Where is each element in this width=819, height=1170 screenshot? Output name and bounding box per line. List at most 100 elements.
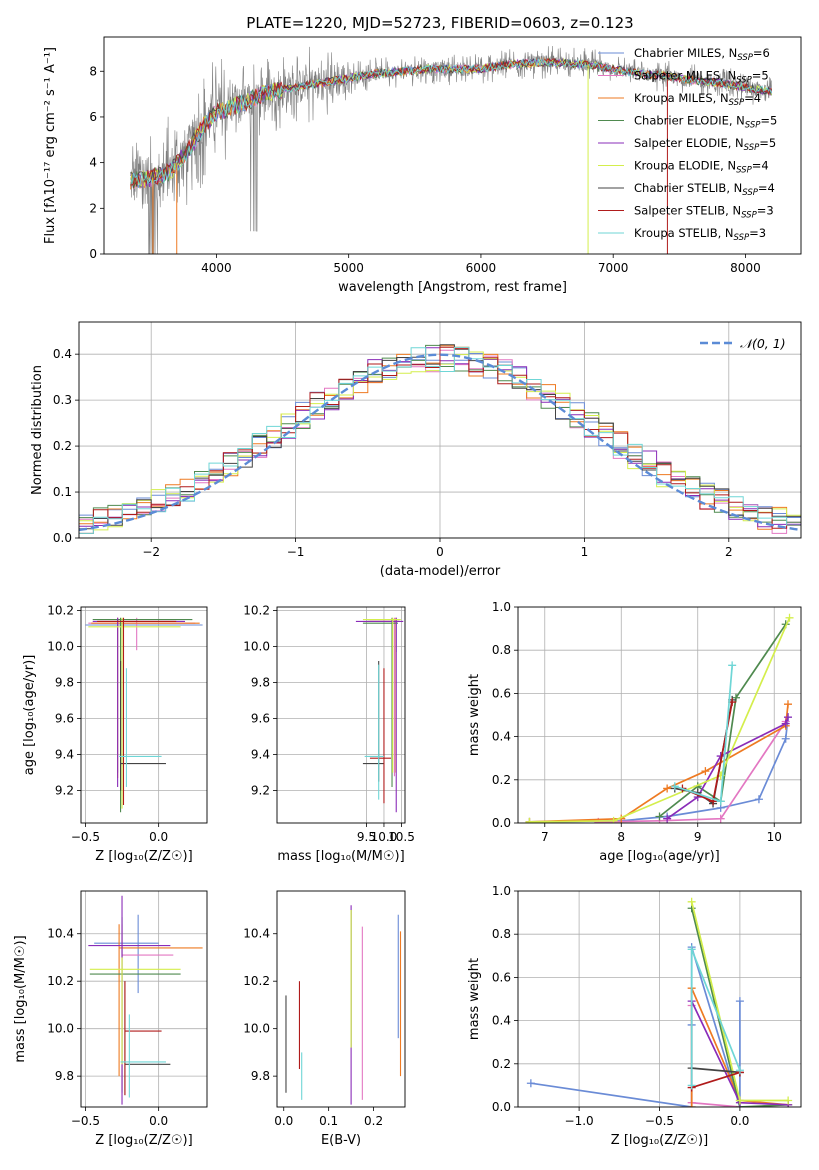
legend-label: Salpeter STELIB, NSSP=3 (634, 204, 774, 221)
y-tick-label: 0.0 (492, 816, 511, 830)
weight-marker-8 (670, 782, 679, 791)
weight-marker-2 (663, 784, 672, 793)
weight-marker-8 (735, 1066, 744, 1075)
x-tick-label: 9 (694, 830, 702, 844)
x-tick-label: 10.5 (388, 830, 415, 844)
residual-hist-7 (79, 346, 801, 534)
y-tick-label: 0.3 (53, 393, 72, 407)
plot-area-residuals (79, 322, 801, 538)
weight-marker-2 (783, 700, 792, 709)
weight-marker-8 (728, 661, 737, 670)
figure-title: PLATE=1220, MJD=52723, FIBERID=0603, z=0… (246, 14, 633, 32)
y-tick-label: 0.2 (53, 439, 72, 453)
panel-mass_vs_ebv: 0.0 0.1 0.2 9.8 10.0 10.2 10.4 E(B-V) (243, 890, 406, 1148)
legend-value: =6 (753, 46, 770, 60)
weight-marker-8 (687, 1081, 696, 1090)
plot-area-mass_vs_Z (81, 891, 207, 1107)
weight-marker-1 (716, 814, 725, 823)
weight-marker-0 (735, 997, 744, 1006)
legend-subscript: SSP (736, 166, 752, 176)
panel-weight_vs_age: 7 8 9 10 0.0 0.2 0.4 0.6 0.8 1.0 age [log₁₀(age/yr… (467, 600, 802, 864)
panel-mass_vs_Z: −0.5 0.0 9.8 10.0 10.2 10.4 Z [log₁₀(Z/Z☉)] mas… (13, 890, 208, 1148)
legend-value: =4 (758, 181, 775, 195)
y-tick-label: 10.0 (47, 1022, 74, 1036)
x-tick-label: 10.0 (371, 830, 398, 844)
legend-label: Chabrier MILES, NSSP=6 (634, 46, 770, 63)
x-tick-label: −1.0 (565, 1114, 594, 1128)
legend-label: Kroupa MILES, NSSP=4 (634, 91, 761, 108)
weight-marker-4 (781, 719, 790, 728)
weight-line-2 (529, 704, 789, 823)
x-tick-label: 6000 (466, 261, 497, 275)
y-tick-label: 9.6 (55, 712, 74, 726)
x-tick-label: 8 (617, 830, 625, 844)
x-axis-label: E(B-V) (321, 1133, 361, 1148)
x-tick-label: 0 (436, 545, 444, 559)
x-tick-label: 10 (767, 830, 782, 844)
legend-subscript: SSP (745, 121, 761, 131)
weight-marker-5 (687, 897, 696, 906)
weight-line-7 (691, 1071, 741, 1089)
legend-value: =3 (749, 226, 766, 240)
legend-label: 𝒩(0, 1) (740, 336, 786, 351)
weight-line-3 (690, 908, 789, 1107)
weight-line-5 (529, 617, 791, 823)
legend-subscript: SSP (737, 53, 753, 63)
axes-frame (80, 890, 208, 1108)
y-tick-label: 0 (89, 247, 97, 261)
y-tick-label: 0.8 (492, 927, 511, 941)
y-tick-label: 0.0 (492, 1100, 511, 1114)
weight-marker-5 (784, 1096, 793, 1105)
legend-value: =5 (760, 114, 777, 128)
plots-layer: 4000 5000 6000 7000 8000 0 2 4 6 8 wavelength [Ang… (13, 36, 802, 1148)
axes-frame (78, 321, 802, 539)
legend-value: =5 (752, 69, 769, 83)
legend: Chabrier MILES, NSSP=6 Salpeter MILES, NS… (598, 46, 777, 243)
x-tick-label: −2 (142, 545, 160, 559)
weight-marker-0 (781, 734, 790, 743)
weight-line-4 (666, 716, 789, 820)
y-tick-label: 0.0 (53, 531, 72, 545)
plot-area-age_vs_mass (277, 607, 405, 823)
axes-frame (276, 606, 406, 824)
weight-marker-3 (655, 812, 664, 821)
y-tick-label: 9.8 (55, 676, 74, 690)
y-tick-label: 1.0 (492, 884, 511, 898)
legend-value: =3 (757, 204, 774, 218)
y-axis-label: Normed distribution (30, 365, 45, 495)
x-tick-label: 0.0 (730, 1114, 749, 1128)
y-tick-label: 10.0 (243, 1022, 270, 1036)
legend-subscript: SSP (729, 98, 745, 108)
x-axis-label: Z [log₁₀(Z/Z☉)] (611, 1133, 708, 1148)
legend-subscript: SSP (744, 143, 760, 153)
x-tick-label: −0.5 (71, 1114, 100, 1128)
plot-area-age_vs_Z (81, 607, 207, 823)
legend-label: Kroupa ELODIE, NSSP=4 (634, 159, 769, 176)
y-tick-label: 9.4 (55, 748, 74, 762)
legend-label: Chabrier STELIB, NSSP=4 (634, 181, 775, 198)
axes-frame (276, 890, 406, 1108)
y-tick-label: 6 (89, 110, 97, 124)
y-tick-label: 0.6 (492, 970, 511, 984)
panel-spectrum: 4000 5000 6000 7000 8000 0 2 4 6 8 wavelength [Ang… (43, 36, 802, 295)
plot-area-weight_vs_age (518, 607, 801, 823)
legend-label: Chabrier ELODIE, NSSP=5 (634, 114, 777, 131)
legend-label: Salpeter MILES, NSSP=5 (634, 69, 769, 86)
weight-marker-4 (783, 713, 792, 722)
legend-subscript: SSP (742, 188, 758, 198)
y-tick-label: 10.0 (243, 640, 270, 654)
weight-marker-5 (735, 1096, 744, 1105)
x-tick-label: −1 (287, 545, 305, 559)
legend-value: =5 (759, 136, 776, 150)
legend-subscript: SSP (741, 211, 757, 221)
y-tick-label: 0.4 (492, 730, 511, 744)
y-tick-label: 10.2 (243, 604, 270, 618)
y-tick-label: 9.2 (55, 784, 74, 798)
panel-weight_vs_Z: −1.0 −0.5 0.0 0.0 0.2 0.4 0.6 0.8 1.0 Z [log₁₀(Z/… (467, 884, 802, 1148)
x-axis-label: Z [log₁₀(Z/Z☉)] (95, 1133, 192, 1148)
normal-curve (79, 353, 801, 532)
y-tick-label: 10.0 (47, 640, 74, 654)
model-spectrum-8 (130, 57, 773, 189)
weight-marker-0 (754, 795, 763, 804)
